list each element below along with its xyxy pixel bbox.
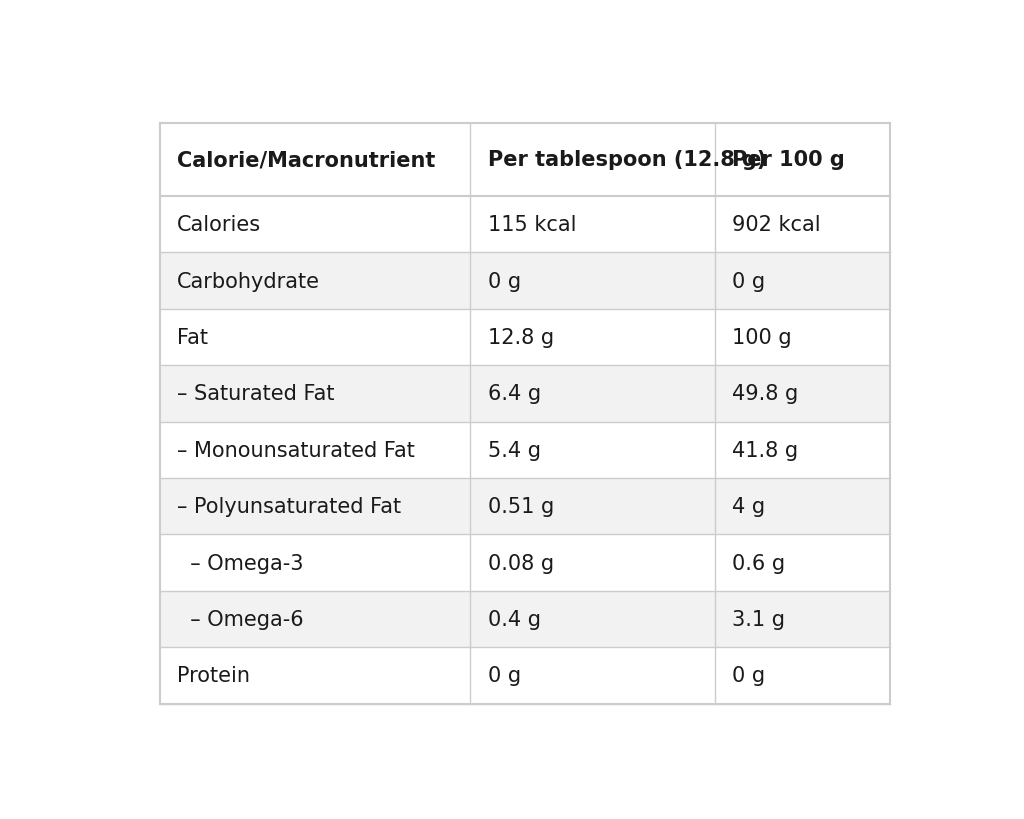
Bar: [160, 478, 890, 535]
Text: Carbohydrate: Carbohydrate: [177, 271, 321, 292]
Text: 115 kcal: 115 kcal: [487, 215, 577, 235]
Text: 0 g: 0 g: [487, 271, 520, 292]
Bar: [160, 366, 890, 422]
Bar: [160, 253, 890, 310]
Text: 0 g: 0 g: [487, 666, 520, 686]
Text: Fat: Fat: [177, 328, 208, 347]
Text: Protein: Protein: [177, 666, 250, 686]
Text: Calories: Calories: [177, 215, 261, 235]
Bar: [160, 535, 890, 591]
Bar: [160, 197, 890, 253]
Text: 5.4 g: 5.4 g: [487, 441, 541, 460]
Text: 6.4 g: 6.4 g: [487, 384, 541, 404]
Bar: [160, 591, 890, 647]
Text: 0.6 g: 0.6 g: [732, 553, 785, 572]
Bar: [160, 310, 890, 366]
Text: 41.8 g: 41.8 g: [732, 441, 799, 460]
Text: Per tablespoon (12.8 g): Per tablespoon (12.8 g): [487, 150, 766, 170]
Text: – Omega-3: – Omega-3: [177, 553, 304, 572]
Text: Calorie/Macronutrient: Calorie/Macronutrient: [177, 150, 435, 170]
Bar: [160, 647, 890, 704]
Text: 902 kcal: 902 kcal: [732, 215, 820, 235]
Text: 49.8 g: 49.8 g: [732, 384, 799, 404]
Bar: [160, 124, 890, 197]
Text: – Saturated Fat: – Saturated Fat: [177, 384, 335, 404]
Text: 0.08 g: 0.08 g: [487, 553, 554, 572]
Text: Per 100 g: Per 100 g: [732, 150, 845, 170]
Text: 0 g: 0 g: [732, 271, 765, 292]
Text: – Omega-6: – Omega-6: [177, 609, 304, 629]
Text: – Monounsaturated Fat: – Monounsaturated Fat: [177, 441, 415, 460]
Text: 3.1 g: 3.1 g: [732, 609, 785, 629]
Text: 100 g: 100 g: [732, 328, 792, 347]
Text: 4 g: 4 g: [732, 496, 765, 517]
Bar: [160, 422, 890, 478]
Text: 0 g: 0 g: [732, 666, 765, 686]
Text: 12.8 g: 12.8 g: [487, 328, 554, 347]
Text: 0.4 g: 0.4 g: [487, 609, 541, 629]
Text: 0.51 g: 0.51 g: [487, 496, 554, 517]
Text: – Polyunsaturated Fat: – Polyunsaturated Fat: [177, 496, 401, 517]
